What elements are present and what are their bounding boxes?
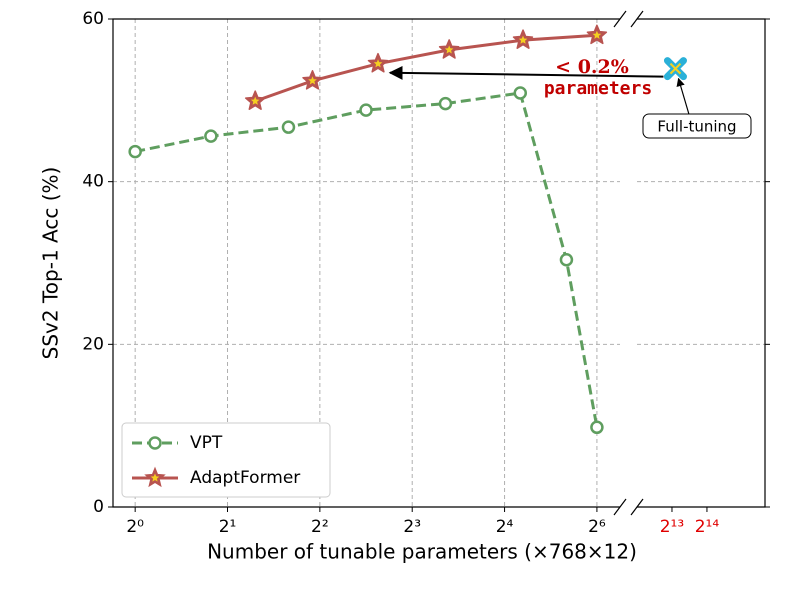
vpt-point (204, 129, 218, 143)
legend-label: VPT (190, 433, 223, 453)
star-center (518, 35, 528, 44)
star-center (592, 30, 602, 39)
x-tick-label: 2⁶ (588, 517, 606, 537)
x-tick-label: 2³ (403, 517, 421, 537)
x-tick-label: 2¹³ (660, 517, 684, 537)
series-line (134, 91, 599, 428)
x-tick-label: 2² (311, 517, 329, 537)
vpt-point (590, 420, 604, 435)
vpt-point (513, 86, 528, 100)
star-center (308, 76, 317, 85)
axis-break (630, 498, 644, 516)
axis-frame (112, 18, 620, 508)
full-tuning-center (669, 62, 682, 75)
legend-label: AdaptFormer (190, 468, 300, 488)
vpt-point (128, 144, 142, 159)
y-tick-label: 0 (93, 497, 104, 517)
x-tick-label: 2¹ (219, 517, 237, 537)
axis-frame (637, 18, 766, 508)
x-tick-label: 2¹⁴ (695, 517, 720, 537)
vpt-point (438, 96, 453, 111)
legend-marker (148, 436, 162, 450)
full-tuning-pointer (676, 77, 691, 117)
series-line (254, 33, 598, 103)
y-tick-label: 60 (82, 9, 104, 29)
vpt-point (281, 120, 296, 134)
star-center (250, 96, 260, 105)
axis-break (613, 498, 627, 516)
x-axis-label: Number of tunable parameters (×768×12) (207, 540, 637, 564)
legend-marker (150, 473, 160, 482)
annotation: parameters (544, 78, 652, 99)
star-center (373, 59, 383, 68)
y-tick-label: 20 (82, 334, 104, 354)
axis-break (630, 10, 644, 28)
star-center (444, 45, 454, 54)
x-tick-label: 2⁰ (126, 517, 144, 537)
annotation-arrow (388, 65, 664, 80)
annotation: < 0.2% (555, 56, 629, 78)
full-tuning-box (642, 113, 752, 139)
vpt-point (359, 103, 373, 117)
full-tuning-label: Full-tuning (657, 118, 736, 136)
y-axis-label: SSv2 Top-1 Acc (%) (39, 167, 63, 360)
x-tick-label: 2⁴ (496, 517, 514, 537)
axis-break (613, 10, 627, 28)
vpt-point (559, 252, 574, 267)
y-tick-label: 40 (82, 172, 104, 192)
